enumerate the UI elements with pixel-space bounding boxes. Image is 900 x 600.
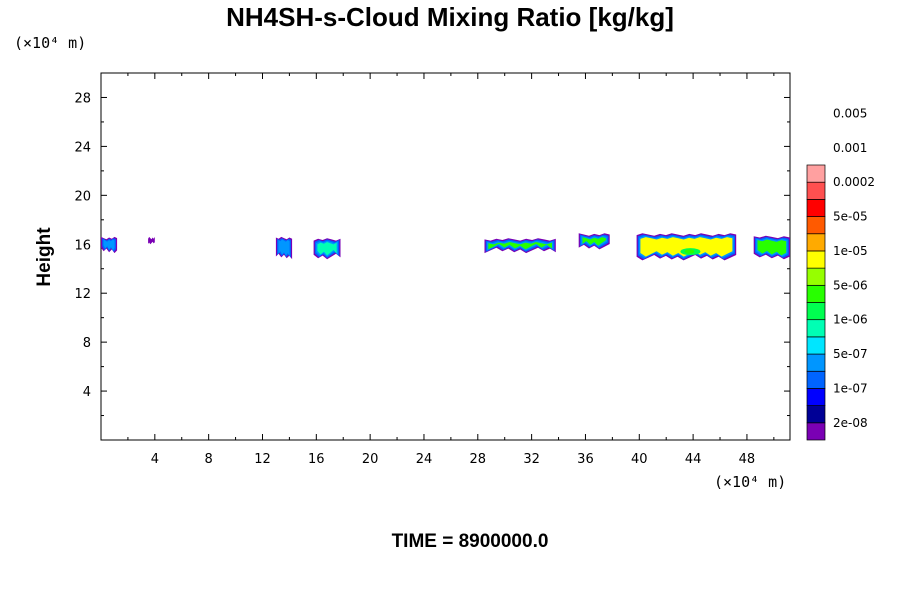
- colorbar-swatch: [806, 388, 826, 406]
- cloud-core: [488, 242, 552, 250]
- x-unit-label: (×10⁴ m): [714, 473, 787, 491]
- colorbar-swatch: [806, 422, 826, 441]
- colorbar-label: 0.0002: [833, 175, 875, 189]
- cloud-layer: [578, 233, 610, 250]
- y-tick-label: 12: [74, 287, 91, 302]
- colorbar-swatch: [806, 233, 826, 252]
- colorbar-swatch: [806, 181, 826, 200]
- colorbar-label: 5e-05: [833, 210, 868, 224]
- y-tick-label: 8: [83, 336, 91, 351]
- colorbar-swatch: [806, 267, 826, 286]
- x-tick-label: 24: [416, 452, 433, 467]
- x-tick-label: 28: [470, 452, 487, 467]
- colorbar-label: 1e-05: [833, 244, 868, 258]
- colorbar-swatch: [806, 353, 826, 372]
- x-tick-label: 8: [205, 452, 213, 467]
- y-tick-label: 20: [74, 189, 91, 204]
- colorbar-swatch: [806, 370, 826, 389]
- y-tick-label: 16: [74, 238, 91, 253]
- x-tick-label: 16: [308, 452, 325, 467]
- colorbar-swatch: [806, 164, 826, 183]
- colorbar-label: 5e-07: [833, 347, 868, 361]
- cloud-core: [317, 242, 337, 256]
- colorbar-swatch: [806, 302, 826, 321]
- cloud-core: [757, 239, 787, 256]
- chart-title: NH4SH-s-Cloud Mixing Ratio [kg/kg]: [226, 2, 674, 32]
- time-annotation: TIME = 8900000.0: [391, 531, 549, 552]
- cloud-layer: [148, 236, 155, 245]
- x-tick-label: 48: [739, 452, 756, 467]
- y-tick-label: 24: [74, 140, 91, 155]
- x-tick-label: 36: [577, 452, 594, 467]
- x-tick-label: 12: [254, 452, 271, 467]
- cloud-layer: [275, 236, 293, 260]
- colorbar-label: 0.005: [833, 106, 867, 120]
- cloud-layer: [313, 238, 341, 260]
- cloud-rim: [148, 236, 155, 245]
- colorbar-swatch: [806, 319, 826, 338]
- cloud-layer: [484, 238, 556, 254]
- colorbar-swatch: [806, 199, 826, 217]
- cloud-layer: [101, 236, 118, 254]
- x-tick-label: 4: [151, 452, 159, 467]
- colorbar-swatch: [806, 216, 826, 235]
- colorbar: 2e-08 1e-07 5e-07 1e-06 5e-06 1e-05 5e-05 0.000…: [806, 106, 875, 441]
- colorbar-label: 5e-06: [833, 278, 868, 292]
- y-unit-label: (×10⁴ m): [14, 34, 87, 52]
- x-tick-label: 44: [685, 452, 702, 467]
- cloud-layer: [636, 233, 737, 261]
- y-tick-label: 28: [74, 91, 91, 106]
- colorbar-swatch: [806, 405, 826, 424]
- cloud-layer: [753, 235, 790, 260]
- cloud-core: [582, 237, 606, 246]
- colorbar-swatch: [806, 284, 826, 303]
- y-axis-label: Height: [34, 227, 55, 287]
- y-tick-label: 4: [83, 385, 91, 400]
- colorbar-label: 1e-07: [833, 381, 868, 395]
- colorbar-label: 1e-06: [833, 313, 868, 327]
- x-tick-label: 40: [631, 452, 648, 467]
- x-tick-label: 32: [523, 452, 540, 467]
- cloud-body: [278, 239, 290, 257]
- cloud-core: [640, 237, 733, 257]
- colorbar-swatch: [806, 250, 826, 269]
- colorbar-label: 2e-08: [833, 416, 868, 430]
- cloud-core-peak: [684, 249, 695, 254]
- colorbar-label: 0.001: [833, 141, 867, 155]
- x-tick-label: 20: [362, 452, 379, 467]
- cloud-body: [103, 239, 115, 251]
- colorbar-swatch: [806, 336, 826, 355]
